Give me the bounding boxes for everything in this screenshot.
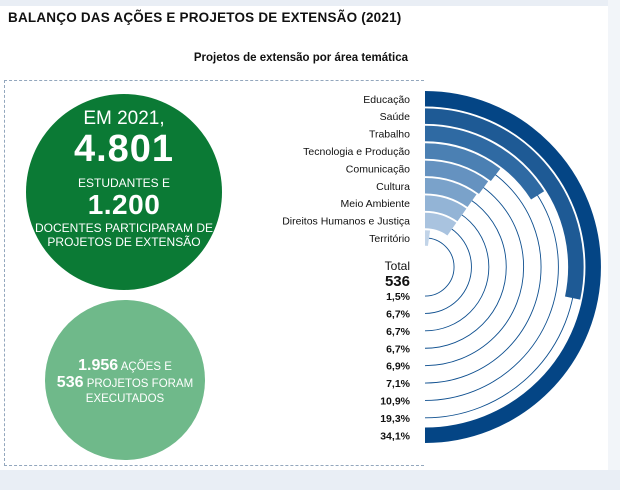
actions-circle: 1.956 AÇÕES E 536 PROJETOS FORAM EXECUTA… (45, 300, 205, 460)
value-label: 10,9% (380, 395, 410, 407)
value-label: 6,7% (386, 343, 411, 355)
actions-text: 1.956 AÇÕES E 536 PROJETOS FORAM EXECUTA… (51, 358, 199, 407)
bar-tecnologia-e-produ-o (424, 143, 501, 182)
total-label: Total (385, 259, 410, 273)
bar-meio-ambiente (424, 195, 467, 222)
category-label: Meio Ambiente (341, 198, 411, 210)
chart-title: Projetos de extensão por área temática (193, 52, 408, 64)
page-title: BALANÇO DAS AÇÕES E PROJETOS DE EXTENSÃO… (8, 10, 402, 25)
category-label: Trabalho (369, 129, 410, 141)
students-number: 4.801 (73, 128, 175, 170)
right-strip (608, 0, 620, 490)
total-value: 536 (385, 273, 410, 290)
category-label: Saúde (380, 111, 411, 123)
value-label: 34,1% (380, 430, 410, 442)
bar-sa-de (424, 108, 584, 300)
category-label: Cultura (376, 181, 410, 193)
actions-number: 1.956 (78, 357, 119, 374)
bottom-strip (0, 470, 620, 490)
category-label: Território (369, 233, 410, 245)
projects-label: PROJETOS FORAM (86, 378, 194, 390)
value-label: 6,7% (386, 308, 411, 320)
students-label: ESTUDANTES E (77, 176, 170, 190)
bar-cultura (424, 178, 477, 208)
value-label: 1,5% (386, 291, 411, 303)
bar-direitos-humanos-e-justi-a (424, 212, 457, 236)
track-ring (424, 220, 472, 314)
year-label: EM 2021, (83, 108, 165, 129)
actions-label: AÇÕES E (120, 361, 172, 373)
top-strip (0, 0, 620, 6)
category-label: Comunicação (346, 163, 410, 175)
bar-educa-o (424, 91, 601, 443)
teachers-label-line1: DOCENTES PARTICIPARAM DE (34, 221, 214, 235)
students-circle: EM 2021, 4.801 ESTUDANTES E 1.200 DOCENT… (26, 94, 222, 290)
executed-label: EXECUTADOS (85, 393, 165, 405)
category-label: Direitos Humanos e Justiça (282, 216, 410, 228)
category-label: Educação (363, 94, 410, 106)
value-label: 6,9% (386, 361, 411, 373)
bar-trabalho (424, 125, 545, 200)
teachers-label-line2: PROJETOS DE EXTENSÃO (47, 235, 201, 249)
projects-number: 536 (56, 374, 84, 391)
category-label: Tecnologia e Produção (303, 146, 410, 158)
dashed-frame (4, 80, 424, 466)
track-ring (424, 237, 455, 297)
teachers-label: DOCENTES PARTICIPARAM DE PROJETOS DE EXT… (26, 221, 222, 249)
value-label: 19,3% (380, 413, 410, 425)
teachers-number: 1.200 (87, 189, 161, 220)
bar-comunica-o (424, 160, 489, 194)
value-label: 7,1% (386, 378, 411, 390)
value-label: 6,7% (386, 326, 411, 338)
